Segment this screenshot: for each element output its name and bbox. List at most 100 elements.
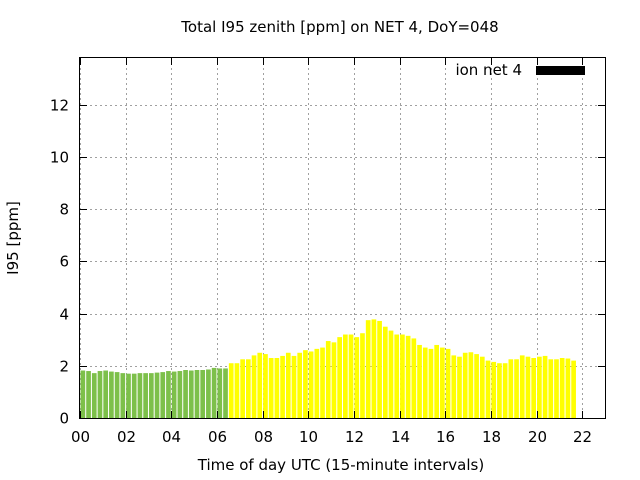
bar <box>400 334 405 418</box>
x-tick-label: 16 <box>436 428 455 446</box>
bar <box>211 367 217 418</box>
bar <box>325 341 331 418</box>
x-tick-label: 08 <box>254 428 273 446</box>
bar <box>497 363 502 418</box>
bar <box>468 352 474 418</box>
bar <box>348 334 354 418</box>
bar <box>508 359 514 418</box>
bar <box>109 371 114 418</box>
bar <box>177 371 183 418</box>
bar <box>519 355 525 418</box>
bar <box>559 358 565 418</box>
bar <box>103 370 109 418</box>
bar <box>285 352 291 418</box>
bar <box>228 363 234 418</box>
x-tick-label: 22 <box>573 428 592 446</box>
bar <box>131 373 137 418</box>
y-tick-label: 6 <box>59 253 69 271</box>
legend-swatch <box>536 66 585 75</box>
bar <box>137 373 143 418</box>
bar <box>428 348 434 418</box>
bar <box>194 370 200 418</box>
y-tick-label: 10 <box>50 149 69 167</box>
bar <box>445 348 451 418</box>
bar <box>303 350 308 418</box>
bar <box>80 370 86 418</box>
x-tick-label: 18 <box>482 428 501 446</box>
bar <box>474 354 479 418</box>
bar <box>337 337 342 418</box>
bar <box>491 361 497 418</box>
y-axis-label: I95 [ppm] <box>4 201 22 275</box>
bar <box>166 371 171 418</box>
bar <box>183 370 188 418</box>
bar <box>525 356 531 418</box>
bar <box>411 338 417 418</box>
bar <box>462 352 468 418</box>
bar <box>422 347 428 418</box>
legend: ion net 4 <box>455 61 585 79</box>
x-tick-label: 14 <box>391 428 410 446</box>
bar <box>548 359 554 418</box>
bar <box>554 359 559 418</box>
bar <box>571 360 576 418</box>
plot-frame <box>79 57 606 419</box>
y-tick-label: 8 <box>59 201 69 219</box>
bar <box>514 359 519 418</box>
bar <box>280 355 285 418</box>
bar <box>268 358 274 418</box>
bar <box>91 373 97 418</box>
bar <box>434 344 439 418</box>
bar <box>531 358 537 418</box>
bar <box>206 369 211 418</box>
bar <box>274 358 280 418</box>
bar <box>223 368 228 418</box>
bar <box>97 371 103 418</box>
bar-series <box>80 319 576 418</box>
bar <box>114 372 120 418</box>
x-tick-label: 10 <box>299 428 318 446</box>
x-tick-label: 20 <box>528 428 547 446</box>
bar <box>263 354 268 418</box>
bar <box>354 337 360 418</box>
bar <box>542 355 548 418</box>
legend-label: ion net 4 <box>455 61 522 79</box>
bar <box>388 330 394 418</box>
bar <box>148 373 154 418</box>
y-tick-label: 2 <box>59 358 69 376</box>
bar <box>126 373 131 418</box>
bar <box>377 320 382 418</box>
bar <box>240 359 245 418</box>
bar <box>365 320 371 418</box>
bar <box>485 360 491 418</box>
bar <box>171 371 177 418</box>
bar <box>537 356 542 418</box>
bar <box>314 348 320 418</box>
bar <box>154 372 160 418</box>
bar <box>217 368 223 418</box>
bar <box>251 355 257 418</box>
y-tick-label: 12 <box>50 97 69 115</box>
bar <box>188 370 194 418</box>
bar <box>143 373 148 418</box>
bar <box>320 347 325 418</box>
x-tick-label: 00 <box>71 428 90 446</box>
x-tick-label: 02 <box>117 428 136 446</box>
bar <box>200 370 206 418</box>
bar <box>360 333 365 418</box>
bar <box>160 372 166 418</box>
bar <box>297 352 303 418</box>
bar <box>120 373 126 418</box>
bar <box>451 355 457 418</box>
y-tick-label: 4 <box>59 306 69 324</box>
bar <box>417 344 422 418</box>
bar <box>343 334 348 418</box>
bar <box>86 371 91 418</box>
bar <box>246 359 251 418</box>
bar <box>565 358 571 418</box>
bar <box>394 334 400 418</box>
bar <box>502 363 508 418</box>
x-tick-label: 12 <box>345 428 364 446</box>
bar <box>405 335 411 418</box>
